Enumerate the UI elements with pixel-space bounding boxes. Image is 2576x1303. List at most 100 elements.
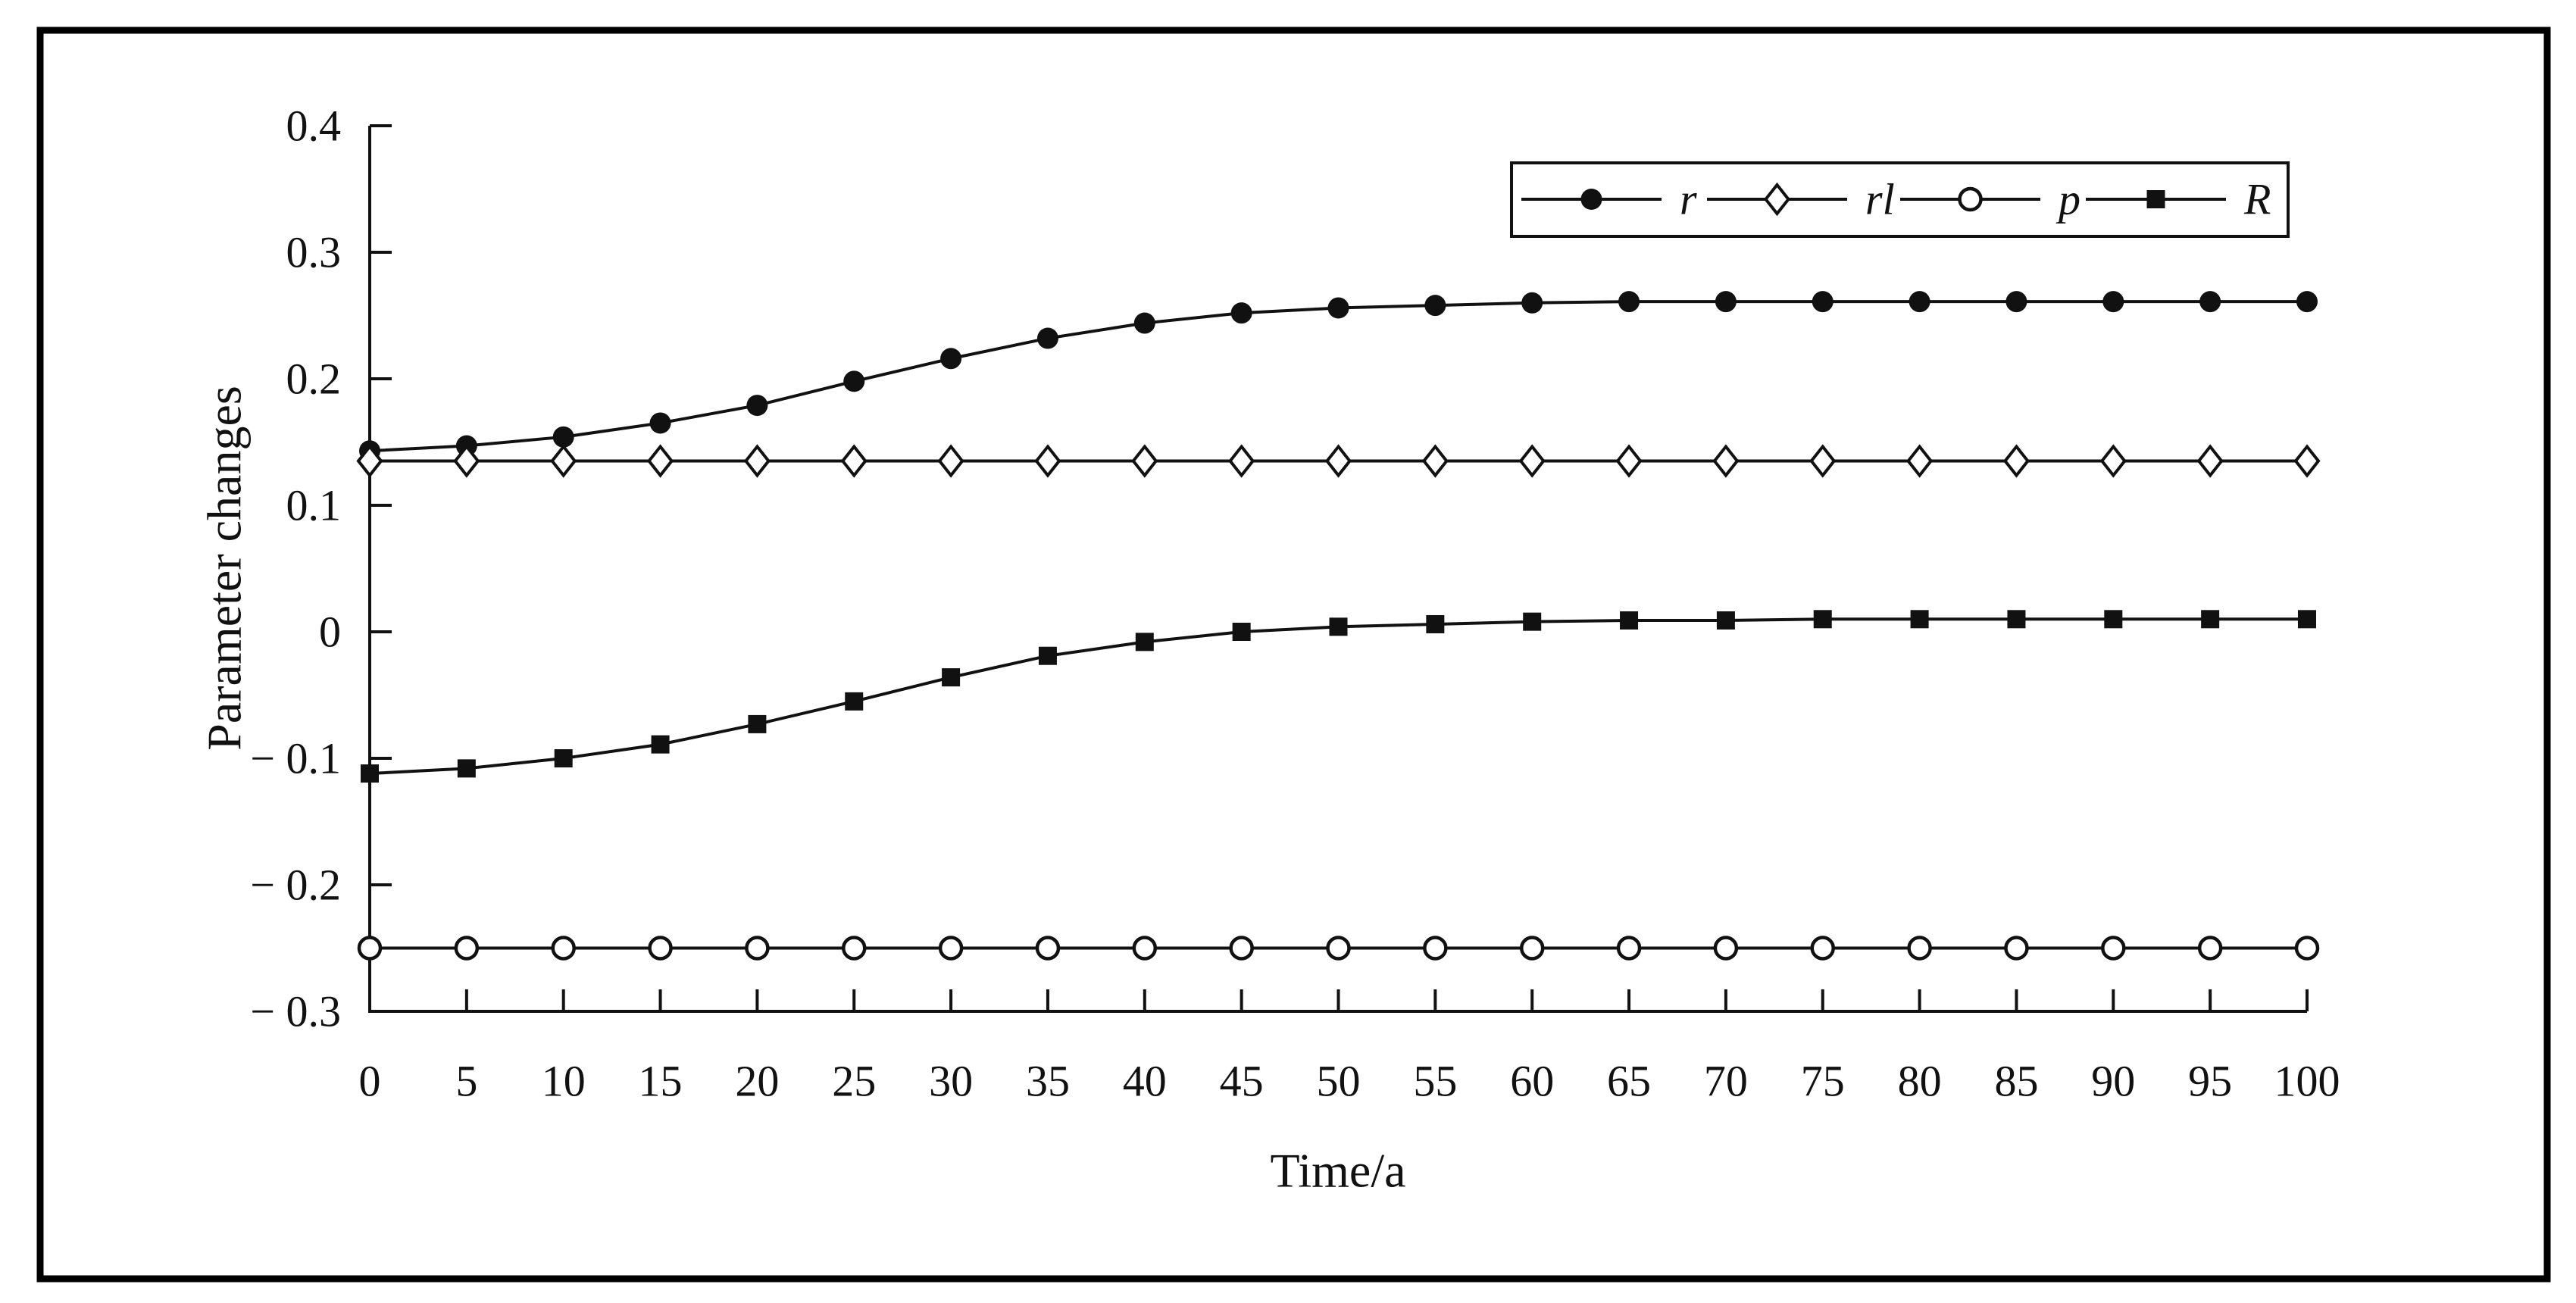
y-tick-label: − 0.1 <box>250 734 341 783</box>
series-r-marker <box>1424 295 1446 317</box>
series-p-marker <box>357 936 383 961</box>
series-rl-marker <box>550 444 577 478</box>
series-r-marker <box>940 348 962 370</box>
series-rl-marker <box>2293 444 2321 478</box>
series-r-marker <box>1327 297 1349 319</box>
x-tick-label: 30 <box>929 1057 973 1106</box>
series-p-marker <box>1035 936 1061 961</box>
y-tick-label: − 0.2 <box>250 861 341 910</box>
x-tick-label: 15 <box>639 1057 683 1106</box>
series-R-marker <box>1620 611 1639 630</box>
x-tick-label: 25 <box>832 1057 876 1106</box>
series-r-marker <box>2296 291 2318 313</box>
series-r-marker <box>1909 291 1930 313</box>
series-p-marker <box>842 936 867 961</box>
series-rl-marker <box>2196 444 2224 478</box>
y-tick-label: 0.2 <box>286 355 342 404</box>
series-rl-marker <box>840 444 868 478</box>
x-tick-label: 80 <box>1898 1057 1942 1106</box>
x-tick-label: 90 <box>2091 1057 2135 1106</box>
y-tick-label: 0 <box>319 608 341 657</box>
series-r-marker <box>2199 291 2221 313</box>
series-R-marker <box>2201 610 2220 629</box>
series-r-marker <box>746 395 768 417</box>
legend-entry-R-label: R <box>2243 175 2271 224</box>
x-tick-label: 5 <box>455 1057 477 1106</box>
series-rl-marker <box>1809 444 1837 478</box>
series-p-marker <box>1713 936 1739 961</box>
x-tick-label: 45 <box>1220 1057 1264 1106</box>
legend-entry-rl-marker <box>1763 182 1791 217</box>
series-rl-marker <box>647 444 674 478</box>
y-axis-title: Parameter changes <box>198 386 252 751</box>
series-rl-marker <box>356 444 383 478</box>
series-R-marker <box>1232 623 1251 641</box>
series-rl-marker <box>1228 444 1255 478</box>
series-r-marker <box>2005 291 2027 313</box>
series-p-marker <box>1326 936 1351 961</box>
series-rl-marker <box>453 444 480 478</box>
series-p-marker <box>551 936 576 961</box>
series-p-marker <box>2004 936 2029 961</box>
series-rl-marker <box>1131 444 1158 478</box>
axes <box>368 126 2307 1013</box>
y-tick-label: − 0.3 <box>250 987 341 1036</box>
series-p-marker <box>1616 936 1642 961</box>
x-tick-label: 35 <box>1026 1057 1070 1106</box>
series-r-marker <box>1618 291 1640 313</box>
series-p-marker <box>1229 936 1254 961</box>
series-R-marker <box>748 714 767 733</box>
series-R-marker <box>2007 610 2026 629</box>
legend-entry-r-label: r <box>1680 175 1697 224</box>
series-r-marker <box>552 426 574 448</box>
series-p-marker <box>648 936 673 961</box>
series-p-marker <box>1907 936 1932 961</box>
series-r-marker <box>2102 291 2124 313</box>
series-r-marker <box>843 370 865 392</box>
series-R-marker <box>1910 610 1929 629</box>
series-R-marker <box>361 764 379 783</box>
y-tick-label: 0.3 <box>286 228 342 277</box>
legend-entry-p-label: p <box>2055 175 2080 224</box>
series-p-marker <box>1810 936 1835 961</box>
series-R-marker <box>1038 646 1057 665</box>
series-p-marker <box>2294 936 2320 961</box>
x-tick-label: 55 <box>1413 1057 1457 1106</box>
x-tick-label: 40 <box>1123 1057 1167 1106</box>
series-R-marker <box>1716 611 1735 630</box>
x-tick-label: 100 <box>2274 1057 2340 1106</box>
x-tick-label: 50 <box>1317 1057 1361 1106</box>
series-r-marker <box>1812 291 1834 313</box>
series-p-marker <box>938 936 964 961</box>
figure-border <box>36 27 2551 1283</box>
series-r-marker <box>1715 291 1737 313</box>
series-rl-marker <box>1906 444 1934 478</box>
x-tick-label: 95 <box>2188 1057 2232 1106</box>
series-R-marker <box>1523 612 1542 631</box>
x-tick-label: 65 <box>1607 1057 1651 1106</box>
series-R-marker <box>942 668 961 687</box>
series-R-marker <box>554 749 573 767</box>
series-R-marker <box>1135 633 1154 652</box>
series-p-marker <box>1423 936 1448 961</box>
series-rl-marker <box>1421 444 1449 478</box>
series-r-marker <box>649 412 671 434</box>
x-tick-label: 70 <box>1704 1057 1748 1106</box>
series-r-marker <box>1521 292 1543 314</box>
x-tick-label: 60 <box>1510 1057 1554 1106</box>
x-tick-label: 85 <box>1994 1057 2038 1106</box>
series-r-marker <box>1230 302 1252 324</box>
series-R-marker <box>845 692 864 711</box>
series-p-marker <box>1132 936 1158 961</box>
x-tick-label: 0 <box>359 1057 381 1106</box>
series-p-marker <box>454 936 480 961</box>
series-R-marker <box>1813 610 1832 629</box>
series-rl-marker <box>1324 444 1352 478</box>
series-p-marker <box>2101 936 2126 961</box>
y-tick-label: 0.4 <box>286 102 342 151</box>
x-axis-title: Time/a <box>1271 1144 1406 1198</box>
series-rl-marker <box>743 444 771 478</box>
series-r-marker <box>1036 327 1058 349</box>
